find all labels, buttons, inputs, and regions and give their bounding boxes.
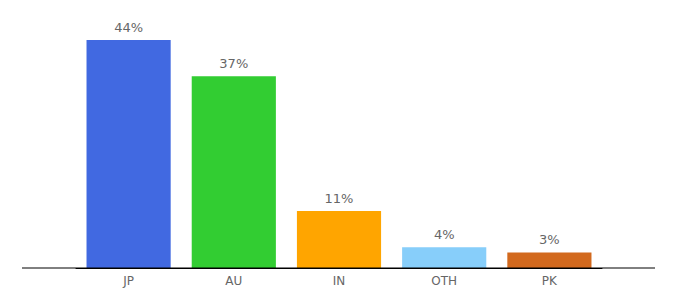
svg-text:37%: 37% [219, 56, 248, 71]
svg-text:4%: 4% [434, 227, 455, 242]
svg-text:PK: PK [542, 274, 558, 288]
svg-text:3%: 3% [539, 232, 560, 247]
svg-text:11%: 11% [325, 191, 354, 206]
svg-text:JP: JP [122, 274, 134, 288]
svg-text:IN: IN [333, 274, 346, 288]
svg-text:AU: AU [225, 274, 242, 288]
svg-text:OTH: OTH [431, 274, 457, 288]
svg-text:44%: 44% [114, 20, 143, 35]
